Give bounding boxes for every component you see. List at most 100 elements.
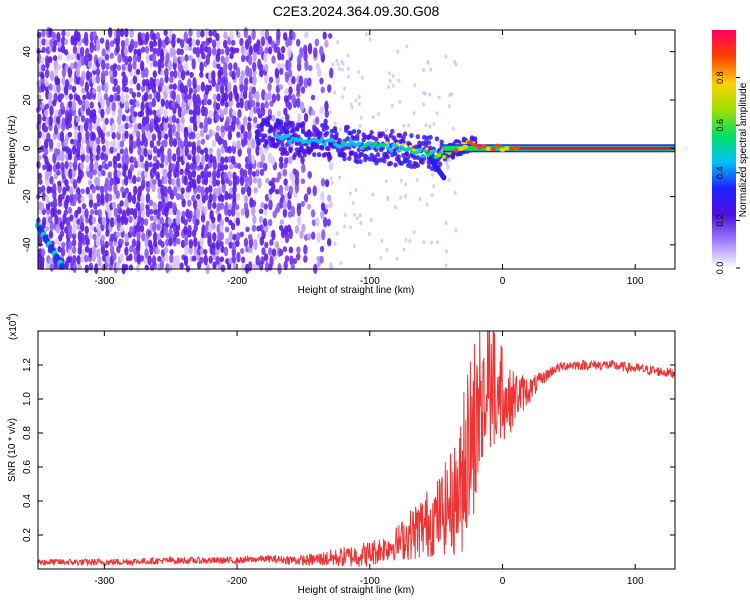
spectrogram-noise-cell xyxy=(100,192,105,205)
spectrogram-noise-cell xyxy=(131,194,137,205)
spectrogram-y-tick-label: 20 xyxy=(22,94,33,106)
spectrogram-noise-cell xyxy=(79,124,85,134)
spectrogram-noise-cell xyxy=(55,223,61,234)
spectrogram-noise-cell xyxy=(180,69,186,81)
spectrogram-noise-cell xyxy=(169,253,174,264)
spectrogram-noise-cell xyxy=(62,186,67,196)
spectrogram-noise-cell xyxy=(296,97,301,108)
spectrogram-noise-cell xyxy=(78,239,83,250)
spectrogram-noise-cell xyxy=(152,201,158,211)
spectrogram-noise-cell xyxy=(171,163,176,172)
spectrogram-noise-cell xyxy=(56,31,61,43)
spectrogram-noise-cell xyxy=(284,157,289,165)
spectrogram-noise-cell xyxy=(326,194,332,202)
spectrogram-noise-cell xyxy=(211,78,216,88)
spectrogram-noise-cell xyxy=(287,46,292,59)
spectrogram-noise-cell xyxy=(111,132,116,140)
spectrogram-noise-cell xyxy=(53,39,58,47)
spectrogram-noise-cell xyxy=(282,246,288,253)
spectrogram-signal-cell xyxy=(402,131,408,137)
spectrogram-noise-cell xyxy=(139,110,145,117)
spectrogram-noise-cell xyxy=(84,100,90,110)
spectrogram-noise-cell xyxy=(364,32,368,37)
spectrogram-noise-cell xyxy=(203,254,208,266)
spectrogram-noise-cell xyxy=(284,88,289,95)
spectrogram-noise-cell xyxy=(195,132,201,140)
spectrogram-noise-cell xyxy=(93,202,98,210)
spectrogram-signal-cell xyxy=(337,138,342,144)
spectrogram-noise-cell xyxy=(251,171,257,177)
spectrogram-noise-cell xyxy=(248,45,253,56)
spectrogram-noise-cell xyxy=(303,244,308,255)
spectrogram-noise-cell xyxy=(101,216,106,226)
spectrogram-noise-cell xyxy=(243,137,248,146)
spectrogram-noise-cell xyxy=(215,132,220,143)
spectrogram-signal-cell xyxy=(415,134,421,140)
spectrogram-noise-cell xyxy=(444,249,448,254)
spectrogram-noise-cell xyxy=(124,86,129,93)
spectrogram-signal-cell xyxy=(407,159,413,165)
spectrogram-noise-cell xyxy=(208,193,213,203)
spectrogram-noise-cell xyxy=(80,196,85,203)
spectrogram-noise-cell xyxy=(320,191,325,202)
spectrogram-noise-cell xyxy=(262,218,268,227)
spectrogram-noise-cell xyxy=(163,109,168,119)
spectrogram-noise-cell xyxy=(269,255,274,267)
spectrogram-noise-cell xyxy=(243,237,249,248)
spectrogram-noise-cell xyxy=(76,187,81,196)
spectrogram-noise-cell xyxy=(77,131,82,143)
spectrogram-noise-cell xyxy=(143,147,148,157)
spectrogram-noise-cell xyxy=(295,38,301,47)
spectrogram-noise-cell xyxy=(169,70,175,78)
spectrogram-noise-cell xyxy=(303,112,309,123)
spectrogram-noise-cell xyxy=(148,101,153,110)
spectrogram-noise-cell xyxy=(48,138,54,150)
spectrogram-noise-cell xyxy=(267,108,273,118)
spectrogram-noise-cell xyxy=(96,229,102,238)
spectrogram-noise-cell xyxy=(104,249,109,256)
spectrogram-signal-cell xyxy=(297,153,303,159)
spectrogram-noise-cell xyxy=(368,37,372,42)
spectrogram-noise-cell xyxy=(83,31,89,42)
spectrogram-noise-cell xyxy=(52,197,58,209)
spectrogram-signal-cell xyxy=(270,136,276,142)
spectrogram-noise-cell xyxy=(291,174,296,186)
spectrogram-noise-cell xyxy=(208,153,214,164)
spectrogram-noise-cell xyxy=(152,32,157,42)
spectrogram-noise-cell xyxy=(156,91,161,103)
spectrogram-signal-cell xyxy=(434,136,440,142)
spectrogram-signal-cell xyxy=(351,135,357,141)
spectrogram-x-tick-label: -100 xyxy=(360,276,380,287)
spectrogram-noise-cell xyxy=(251,28,256,41)
spectrogram-noise-cell xyxy=(75,115,81,123)
spectrogram-noise-cell xyxy=(41,38,46,46)
spectrogram-noise-cell xyxy=(315,217,320,227)
spectrogram-noise-cell xyxy=(129,105,135,115)
spectrogram-noise-cell xyxy=(36,47,41,55)
spectrogram-noise-cell xyxy=(211,70,216,81)
spectrogram-noise-cell xyxy=(63,209,69,216)
spectrogram-noise-cell xyxy=(227,170,232,180)
spectrogram-noise-cell xyxy=(91,245,97,256)
spectrogram-noise-cell xyxy=(235,239,240,247)
spectrogram-noise-cell xyxy=(279,219,285,225)
spectrogram-noise-cell xyxy=(176,93,181,105)
spectrogram-noise-cell xyxy=(203,99,208,106)
spectrogram-noise-cell xyxy=(276,62,282,70)
spectrogram-noise-cell xyxy=(68,93,74,101)
spectrogram-noise-cell xyxy=(151,51,157,63)
spectrogram-noise-cell xyxy=(231,247,236,257)
spectrogram-noise-cell xyxy=(61,68,67,78)
spectrogram-noise-cell xyxy=(269,239,274,246)
spectrogram-noise-cell xyxy=(168,135,174,148)
spectrogram-noise-cell xyxy=(109,52,114,59)
spectrogram-noise-cell xyxy=(276,28,281,40)
spectrogram-noise-cell xyxy=(397,78,401,83)
spectrogram-noise-cell xyxy=(139,38,145,46)
spectrogram-noise-cell xyxy=(68,100,73,109)
spectrogram-noise-cell xyxy=(188,36,193,47)
spectrogram-noise-cell xyxy=(67,131,73,138)
spectrogram-noise-cell xyxy=(97,255,102,267)
spectrogram-noise-cell xyxy=(252,74,257,86)
spectrogram-noise-cell xyxy=(88,262,94,271)
